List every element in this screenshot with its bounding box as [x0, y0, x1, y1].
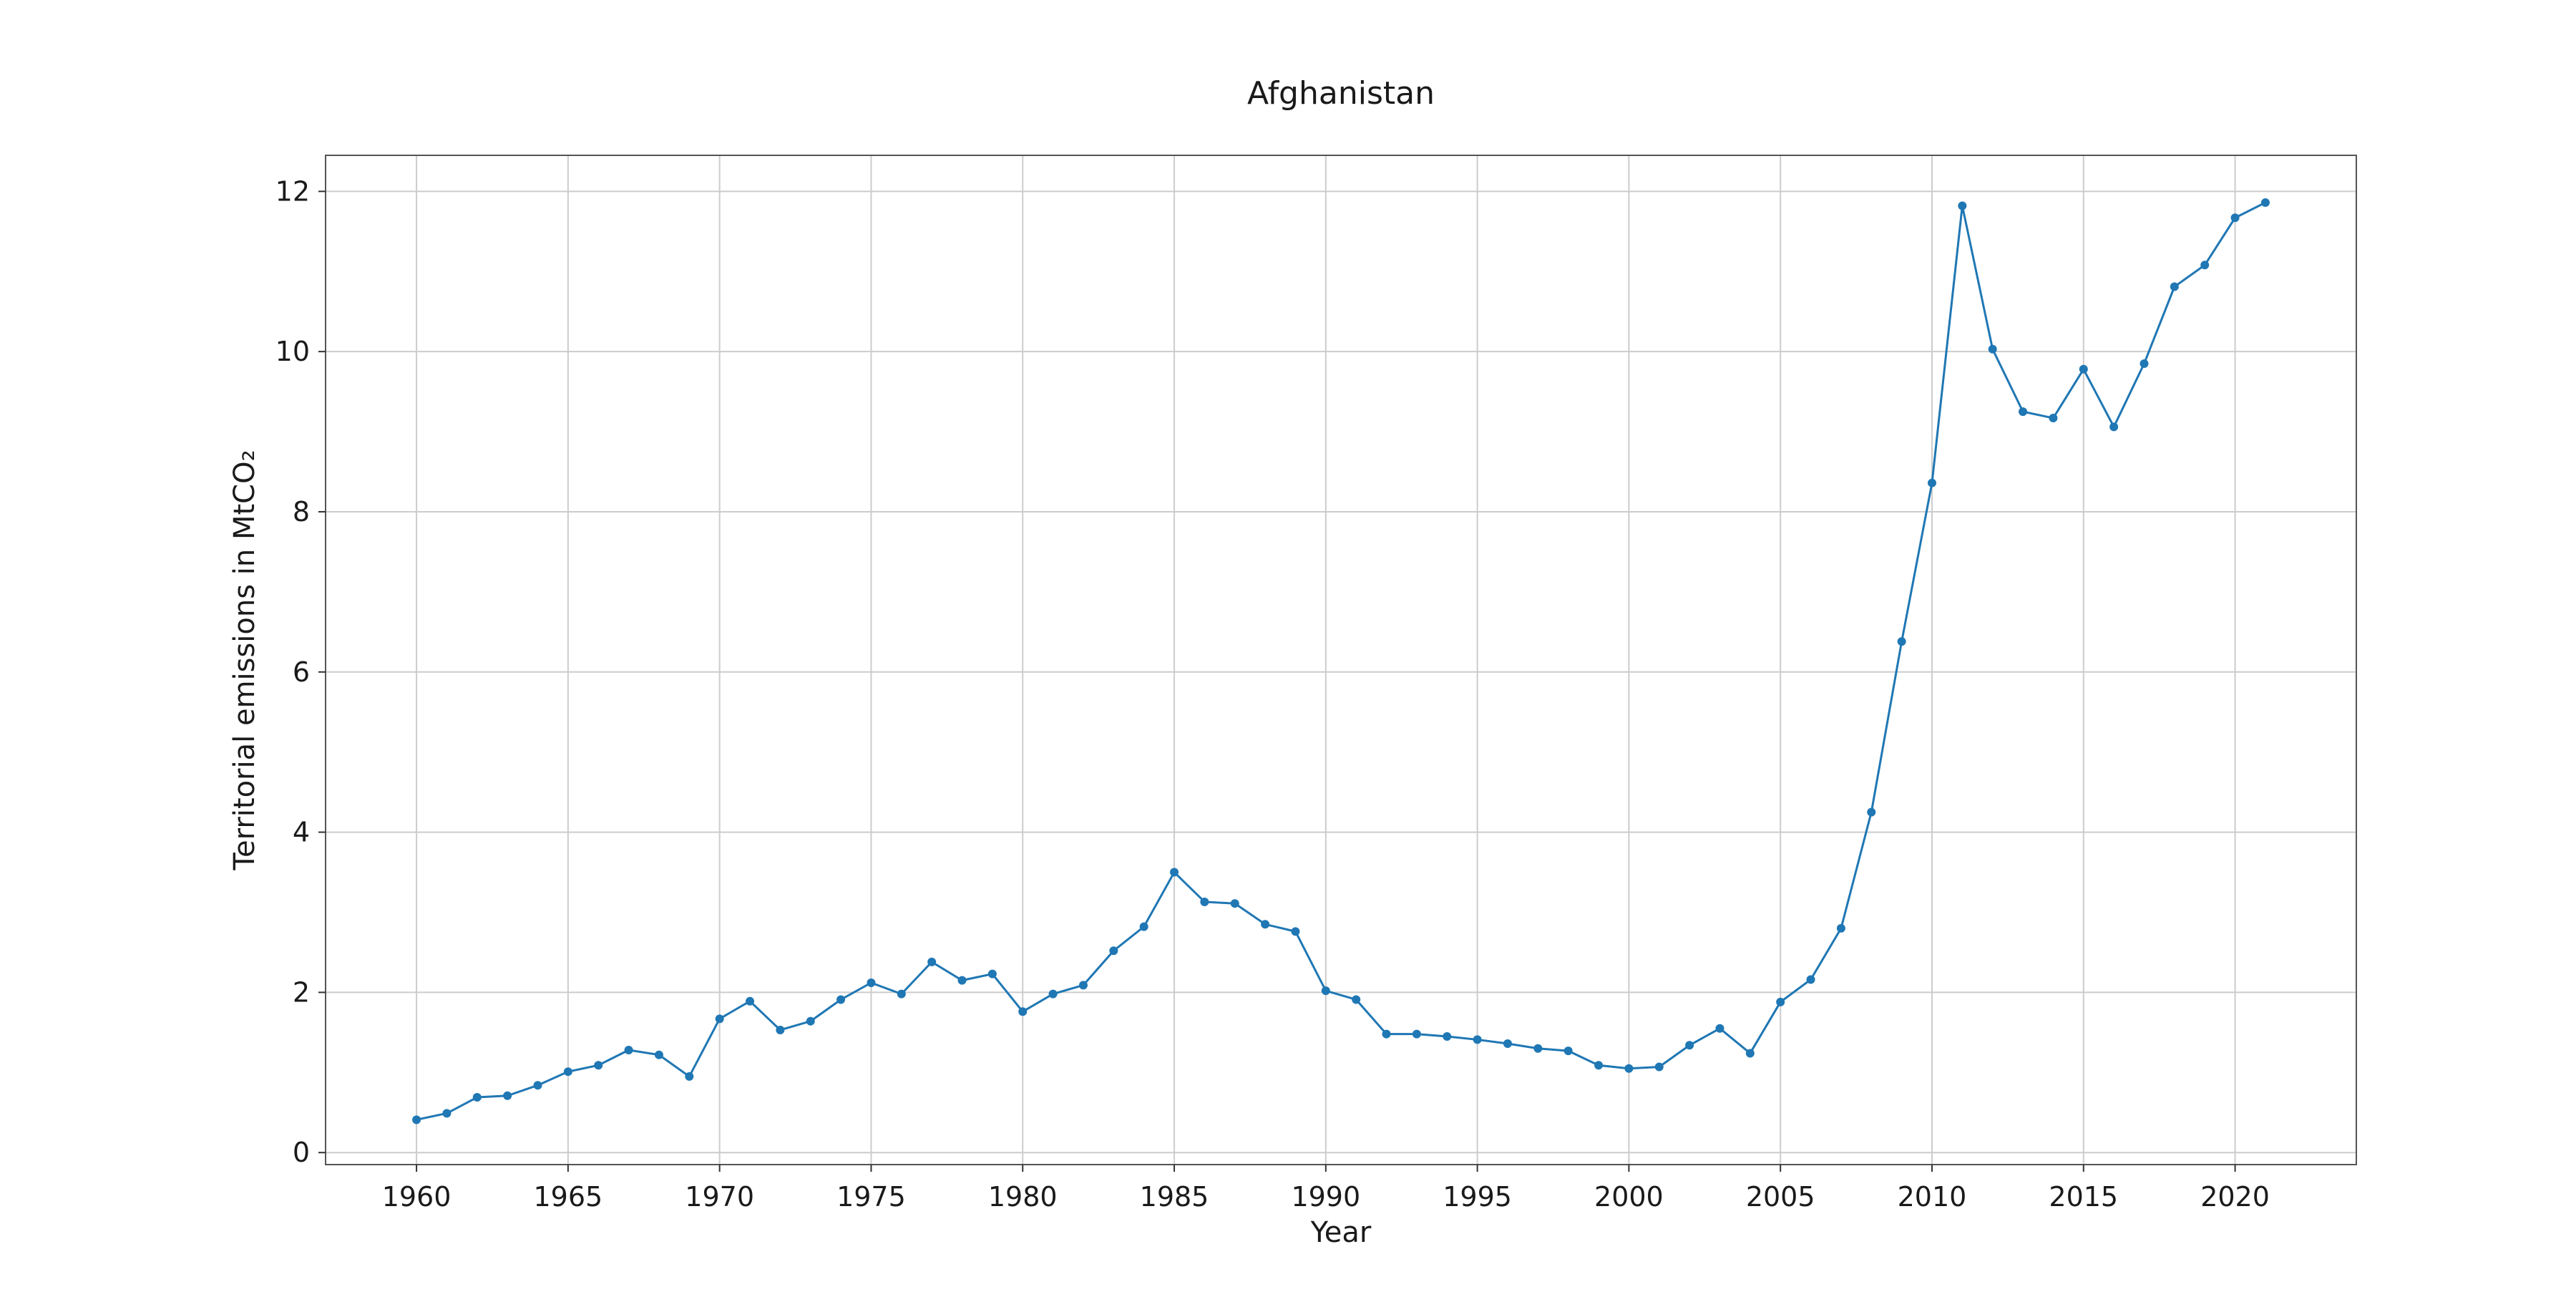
x-tick-label: 2020 [2200, 1181, 2270, 1213]
x-tick-label: 1980 [988, 1181, 1058, 1213]
data-point [2140, 359, 2149, 368]
data-point [1867, 807, 1876, 817]
x-tick-label: 2010 [1898, 1181, 1967, 1213]
data-point [533, 1081, 542, 1090]
data-point [1048, 989, 1058, 999]
data-point [1624, 1064, 1634, 1073]
y-tick-label: 2 [293, 976, 310, 1008]
x-tick-label: 1975 [836, 1181, 906, 1213]
data-point [1715, 1024, 1724, 1033]
series-line [416, 201, 2266, 1121]
data-point [1018, 1007, 1028, 1016]
data-point [2109, 422, 2119, 432]
data-point [1776, 997, 1785, 1006]
data-point [897, 989, 906, 999]
data-point [1927, 478, 1936, 487]
data-point [1291, 927, 1300, 936]
data-point [1382, 1029, 1391, 1039]
x-tick-label: 1990 [1291, 1181, 1360, 1213]
data-point [776, 1026, 785, 1034]
data-point [1988, 344, 1997, 354]
data-point [1563, 1046, 1573, 1056]
y-tick-label: 8 [293, 496, 310, 528]
data-point [1321, 986, 1330, 996]
data-point [806, 1016, 815, 1026]
data-point [1473, 1035, 1482, 1044]
data-point [1685, 1041, 1694, 1050]
x-tick-label: 1960 [382, 1181, 452, 1213]
data-point [1412, 1029, 1421, 1039]
data-point [503, 1091, 512, 1100]
data-point [1533, 1044, 1543, 1053]
data-point [1503, 1039, 1512, 1049]
data-point [2019, 407, 2028, 417]
data-point [987, 969, 997, 978]
axis-ticks: 1960 1965 1970 1975 1980 1985 1990 1995 2000 2005… [275, 175, 2270, 1213]
chart-title: Afghanistan [1247, 75, 1435, 112]
data-point [472, 1093, 482, 1102]
data-point [685, 1072, 694, 1081]
data-point [563, 1067, 572, 1077]
x-tick-label: 1965 [534, 1181, 603, 1213]
data-point [1443, 1031, 1452, 1041]
data-point [715, 1014, 724, 1024]
y-tick-label: 4 [293, 817, 310, 848]
data-point [442, 1109, 452, 1118]
data-point [746, 996, 755, 1006]
data-point [1836, 923, 1845, 933]
data-point [654, 1050, 663, 1059]
data-point [412, 1115, 421, 1125]
data-point [1139, 922, 1148, 931]
y-axis-label: Territorial emissions in MtCO₂ [228, 450, 261, 870]
data-point [594, 1061, 603, 1070]
x-tick-label: 1995 [1443, 1181, 1512, 1213]
data-point [1594, 1061, 1604, 1070]
data-point [1200, 897, 1209, 906]
x-tick-label: 1985 [1140, 1181, 1209, 1213]
data-point [1958, 201, 1967, 210]
plot-frame [325, 155, 2357, 1165]
y-tick-label: 0 [293, 1137, 310, 1168]
y-tick-label: 10 [275, 336, 310, 367]
data-point [957, 976, 967, 985]
x-tick-label: 2000 [1594, 1181, 1664, 1213]
data-point [1230, 899, 1239, 908]
data-point [2200, 261, 2210, 270]
data-point [2170, 282, 2179, 291]
data-point [927, 957, 937, 966]
data-point [1261, 920, 1270, 929]
x-tick-label: 2005 [1746, 1181, 1815, 1213]
data-point [1897, 637, 1906, 646]
data-point [1654, 1062, 1664, 1072]
y-tick-label: 12 [275, 175, 310, 207]
data-point [1745, 1049, 1755, 1058]
data-point [1078, 981, 1088, 990]
data-point [1170, 868, 1179, 877]
x-tick-label: 1970 [685, 1181, 754, 1213]
data-point [1109, 946, 1118, 956]
data-point [2260, 198, 2270, 208]
data-point [836, 995, 846, 1004]
data-point [2079, 364, 2088, 374]
data-point [1806, 975, 1815, 984]
data-point [1352, 995, 1361, 1004]
data-point [624, 1045, 633, 1054]
y-tick-label: 6 [293, 656, 310, 688]
data-point [2049, 414, 2058, 423]
x-tick-label: 2015 [2049, 1181, 2118, 1213]
x-axis-label: Year [1310, 1216, 1372, 1249]
grid [326, 155, 2356, 1165]
data-point [867, 978, 876, 987]
data-point [2230, 213, 2240, 223]
data-points [412, 198, 2270, 1125]
